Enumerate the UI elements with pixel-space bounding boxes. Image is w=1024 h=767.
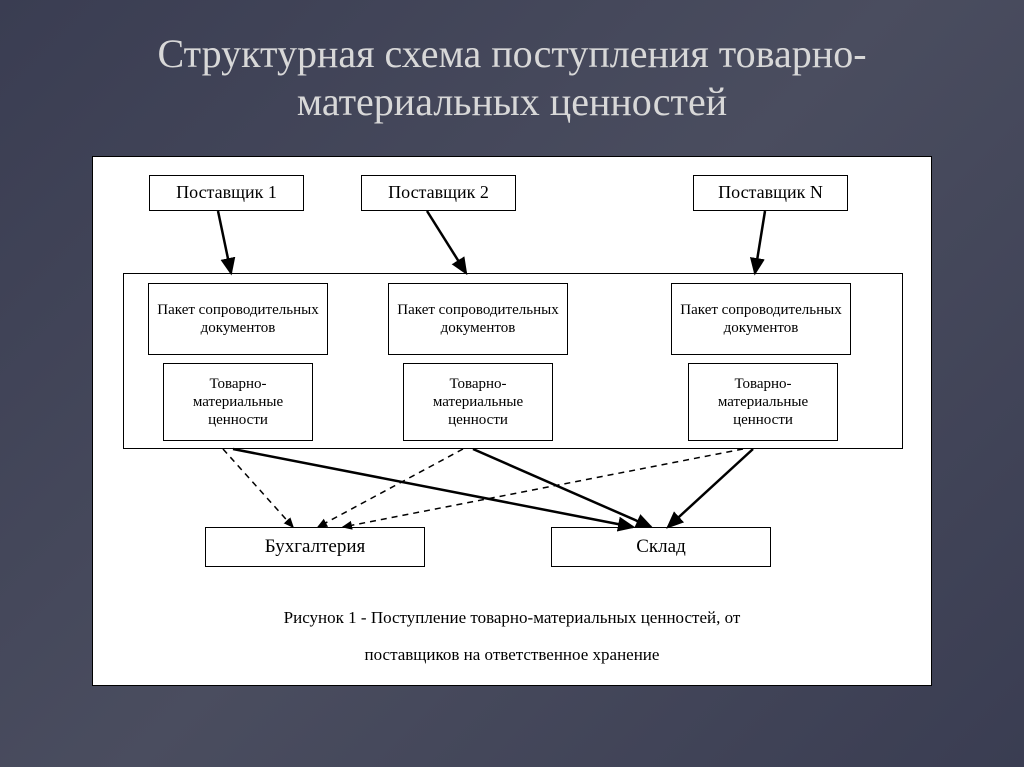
supplier-box-1: Поставщик 1 <box>149 175 304 211</box>
tmc-box-2: Товарно-материальные ценности <box>403 363 553 441</box>
diagram-container: Поставщик 1 Поставщик 2 Поставщик N Паке… <box>92 156 932 686</box>
package-box-1: Пакет сопроводительных документов <box>148 283 328 355</box>
supplier-box-2: Поставщик 2 <box>361 175 516 211</box>
caption-line-1: Рисунок 1 - Поступление товарно-материал… <box>284 608 741 627</box>
figure-caption: Рисунок 1 - Поступление товарно-материал… <box>93 599 931 674</box>
tmc-box-1: Товарно-материальные ценности <box>163 363 313 441</box>
tmc-box-3: Товарно-материальные ценности <box>688 363 838 441</box>
supplier-box-n: Поставщик N <box>693 175 848 211</box>
slide-title: Структурная схема поступления товарно-ма… <box>0 0 1024 146</box>
caption-line-2: поставщиков на ответственное хранение <box>365 645 660 664</box>
destination-warehouse: Склад <box>551 527 771 567</box>
package-box-3: Пакет сопроводительных документов <box>671 283 851 355</box>
package-box-2: Пакет сопроводительных документов <box>388 283 568 355</box>
destination-accounting: Бухгалтерия <box>205 527 425 567</box>
